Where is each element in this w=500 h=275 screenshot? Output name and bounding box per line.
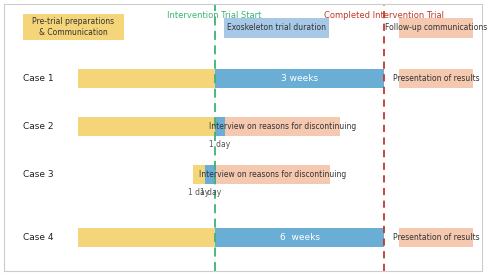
Text: 1 day: 1 day	[210, 140, 231, 149]
FancyBboxPatch shape	[224, 18, 330, 37]
FancyBboxPatch shape	[24, 13, 124, 40]
FancyBboxPatch shape	[205, 165, 216, 184]
Text: Follow-up communications: Follow-up communications	[384, 23, 487, 32]
Text: Exoskeleton trial duration: Exoskeleton trial duration	[228, 23, 326, 32]
FancyBboxPatch shape	[399, 228, 473, 247]
Text: Case 1: Case 1	[24, 74, 54, 83]
FancyBboxPatch shape	[214, 69, 384, 88]
Text: Pre-trial preparations
& Communication: Pre-trial preparations & Communication	[32, 17, 114, 37]
Text: 3 weeks: 3 weeks	[281, 74, 318, 83]
Text: Case 3: Case 3	[24, 170, 54, 179]
Text: 1 day: 1 day	[200, 188, 221, 197]
Text: Presentation of results: Presentation of results	[392, 233, 479, 242]
Text: 1 day: 1 day	[188, 188, 210, 197]
FancyBboxPatch shape	[193, 165, 205, 184]
FancyBboxPatch shape	[399, 18, 473, 37]
Text: Completed Intervention Trial: Completed Intervention Trial	[324, 11, 444, 20]
Text: Interview on reasons for discontinuing: Interview on reasons for discontinuing	[209, 122, 356, 131]
Text: Intervention Trial Start: Intervention Trial Start	[168, 11, 262, 20]
FancyBboxPatch shape	[214, 228, 384, 247]
Text: 6  weeks: 6 weeks	[280, 233, 320, 242]
FancyBboxPatch shape	[399, 69, 473, 88]
Text: Case 2: Case 2	[24, 122, 54, 131]
FancyBboxPatch shape	[78, 228, 214, 247]
Text: Presentation of results: Presentation of results	[392, 74, 479, 83]
FancyBboxPatch shape	[78, 117, 214, 136]
Text: Interview on reasons for discontinuing: Interview on reasons for discontinuing	[200, 170, 346, 179]
FancyBboxPatch shape	[214, 117, 225, 136]
FancyBboxPatch shape	[216, 165, 330, 184]
FancyBboxPatch shape	[225, 117, 340, 136]
Text: Case 4: Case 4	[24, 233, 54, 242]
FancyBboxPatch shape	[78, 69, 214, 88]
